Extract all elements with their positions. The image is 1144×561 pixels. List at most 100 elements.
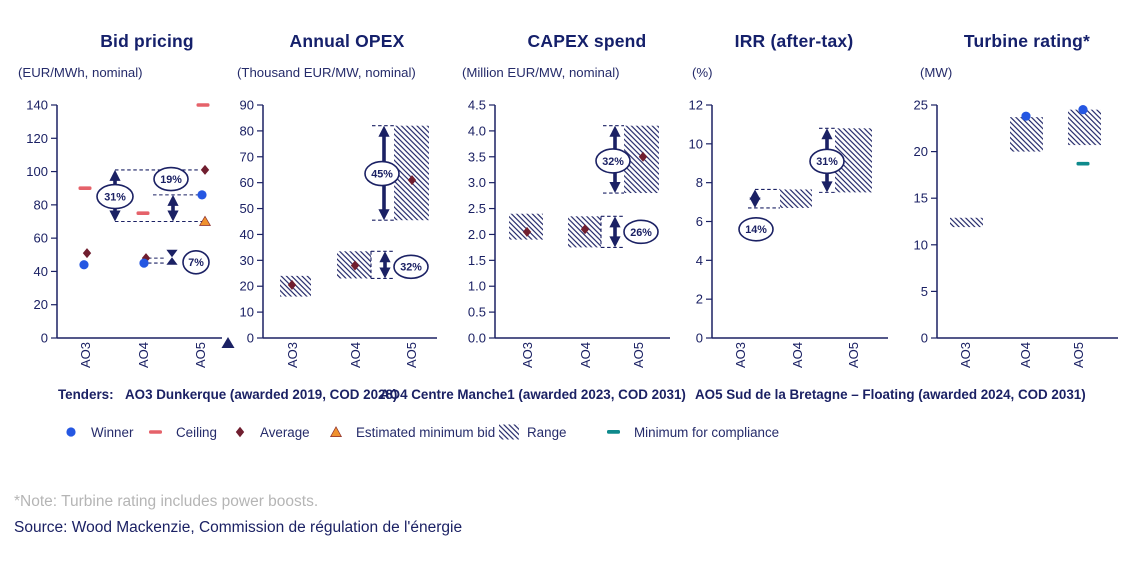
pct-badge-label: 31% xyxy=(816,156,838,168)
winner-dot xyxy=(79,260,89,270)
x-category-label: AO5 xyxy=(1071,342,1086,368)
average-diamond xyxy=(287,279,297,290)
y-tick-label: 4.5 xyxy=(468,98,486,113)
pct-badge: 7% xyxy=(182,249,210,275)
y-tick-label: 4 xyxy=(696,253,703,268)
y-tick-label: 1.5 xyxy=(468,253,486,268)
average-diamond xyxy=(200,164,210,175)
range-box xyxy=(280,275,311,297)
y-tick-label: 1.0 xyxy=(468,279,486,294)
pct-badge-label: 45% xyxy=(371,169,393,181)
y-tick-label: 40 xyxy=(240,227,254,242)
y-tick-label: 0.0 xyxy=(468,331,486,346)
legend-row: Winner Ceiling Average Estimated minimum bi… xyxy=(0,424,1144,446)
panel-unit-label: (Million EUR/MW, nominal) xyxy=(462,65,620,80)
legend-item-winner: Winner xyxy=(62,424,133,440)
y-tick-label: 60 xyxy=(240,175,254,190)
tender-item-5: AO5 Sud de la Bretagne – Floating (award… xyxy=(695,387,1086,402)
panel-title: Annual OPEX xyxy=(289,31,405,51)
y-tick-label: 60 xyxy=(34,231,48,246)
pct-badge-label: 31% xyxy=(104,191,126,203)
pct-badge-label: 32% xyxy=(400,262,422,274)
y-tick-label: 30 xyxy=(240,253,254,268)
y-tick-label: 80 xyxy=(34,197,48,212)
y-tick-label: 100 xyxy=(26,164,48,179)
y-tick-label: 3.0 xyxy=(468,175,486,190)
panel-title: Bid pricing xyxy=(100,31,194,51)
y-tick-label: 0 xyxy=(41,331,48,346)
y-tick-label: 8 xyxy=(696,175,703,190)
compliance-icon xyxy=(607,430,620,434)
panel-title: Turbine rating* xyxy=(963,31,1091,51)
range-arrow xyxy=(749,197,761,208)
y-tick-label: 0 xyxy=(247,331,254,346)
est-min-triangle xyxy=(198,215,212,226)
winner-dot xyxy=(1021,111,1031,121)
x-category-label: AO5 xyxy=(404,342,419,368)
legend-item-label: Estimated minimum bid xyxy=(356,424,496,440)
average-icon xyxy=(235,426,245,438)
y-tick-label: 20 xyxy=(34,297,48,312)
panel-plot: 0 2 4 6 8 10 12 AO3 AO4 AO5 31% 14% xyxy=(689,98,888,368)
range-icon xyxy=(499,424,519,440)
y-tick-label: 2 xyxy=(696,292,703,307)
y-tick-label: 10 xyxy=(914,237,928,252)
range-arrow xyxy=(609,236,621,248)
estmin-icon xyxy=(330,426,342,437)
panel-unit-label: (Thousand EUR/MW, nominal) xyxy=(237,65,416,80)
pct-badge: 31% xyxy=(96,183,134,210)
y-tick-label: 0.5 xyxy=(468,305,486,320)
y-tick-label: 3.5 xyxy=(468,149,486,164)
y-tick-label: 10 xyxy=(240,305,254,320)
y-tick-label: 10 xyxy=(689,136,703,151)
y-tick-label: 80 xyxy=(240,123,254,138)
range-arrow xyxy=(609,216,621,228)
y-tick-label: 2.5 xyxy=(468,201,486,216)
range-box xyxy=(950,217,983,228)
winner-icon xyxy=(66,427,76,437)
legend-item-range: Range xyxy=(498,424,566,440)
footnote: *Note: Turbine rating includes power boo… xyxy=(14,493,319,510)
average-diamond xyxy=(522,226,532,237)
legend-item-estimated-minimum-bid: Estimated minimum bid xyxy=(327,424,495,440)
legend-item-label: Average xyxy=(260,424,310,440)
x-category-label: AO4 xyxy=(136,342,151,368)
winner-dot xyxy=(1078,105,1088,115)
panel-capex-spend: CAPEX spend (Million EUR/MW, nominal) 0.0 0… xyxy=(455,0,681,392)
x-category-label: AO4 xyxy=(578,342,593,368)
range-arrow xyxy=(378,209,390,221)
x-category-label: AO4 xyxy=(790,342,805,368)
range-arrow xyxy=(749,189,761,200)
x-category-label: AO5 xyxy=(193,342,208,368)
panel-plot: 0 5 10 15 20 25 AO3 AO4 AO5 xyxy=(914,98,1118,368)
pct-badge-label: 7% xyxy=(188,257,204,269)
legend-item-ceiling: Ceiling xyxy=(147,424,217,440)
legend-item-label: Range xyxy=(527,424,567,440)
pct-badge-label: 19% xyxy=(160,174,182,186)
average-diamond xyxy=(141,253,151,264)
range-arrow xyxy=(609,125,621,137)
x-category-label: AO3 xyxy=(733,342,748,368)
pct-badge-label: 14% xyxy=(745,224,767,236)
y-tick-label: 25 xyxy=(914,98,928,113)
y-tick-label: 50 xyxy=(240,201,254,216)
x-category-label: AO4 xyxy=(1018,342,1033,368)
panel-unit-label: (EUR/MWh, nominal) xyxy=(18,65,143,80)
y-tick-label: 70 xyxy=(240,149,254,164)
y-tick-label: 4.0 xyxy=(468,123,486,138)
panel-plot: 0 20 40 60 80 100 120 140 AO3 AO4 AO5 31% 19% 7% xyxy=(26,98,235,368)
pct-badge: 26% xyxy=(623,219,659,245)
ceiling-dash xyxy=(78,186,92,191)
range-arrow xyxy=(379,251,391,263)
average-diamond xyxy=(638,151,648,162)
y-tick-label: 6 xyxy=(696,214,703,229)
x-category-label: AO4 xyxy=(348,342,363,368)
range-box xyxy=(394,125,429,221)
source-line: Source: Wood Mackenzie, Commission de ré… xyxy=(14,519,463,536)
y-tick-label: 2.0 xyxy=(468,227,486,242)
tender-item-4: AO4 Centre Manche1 (awarded 2023, COD 20… xyxy=(380,387,686,402)
x-category-label: AO3 xyxy=(958,342,973,368)
panel-unit-label: (MW) xyxy=(920,65,953,80)
panel-unit-label: (%) xyxy=(692,65,713,80)
y-tick-label: 140 xyxy=(26,98,48,113)
